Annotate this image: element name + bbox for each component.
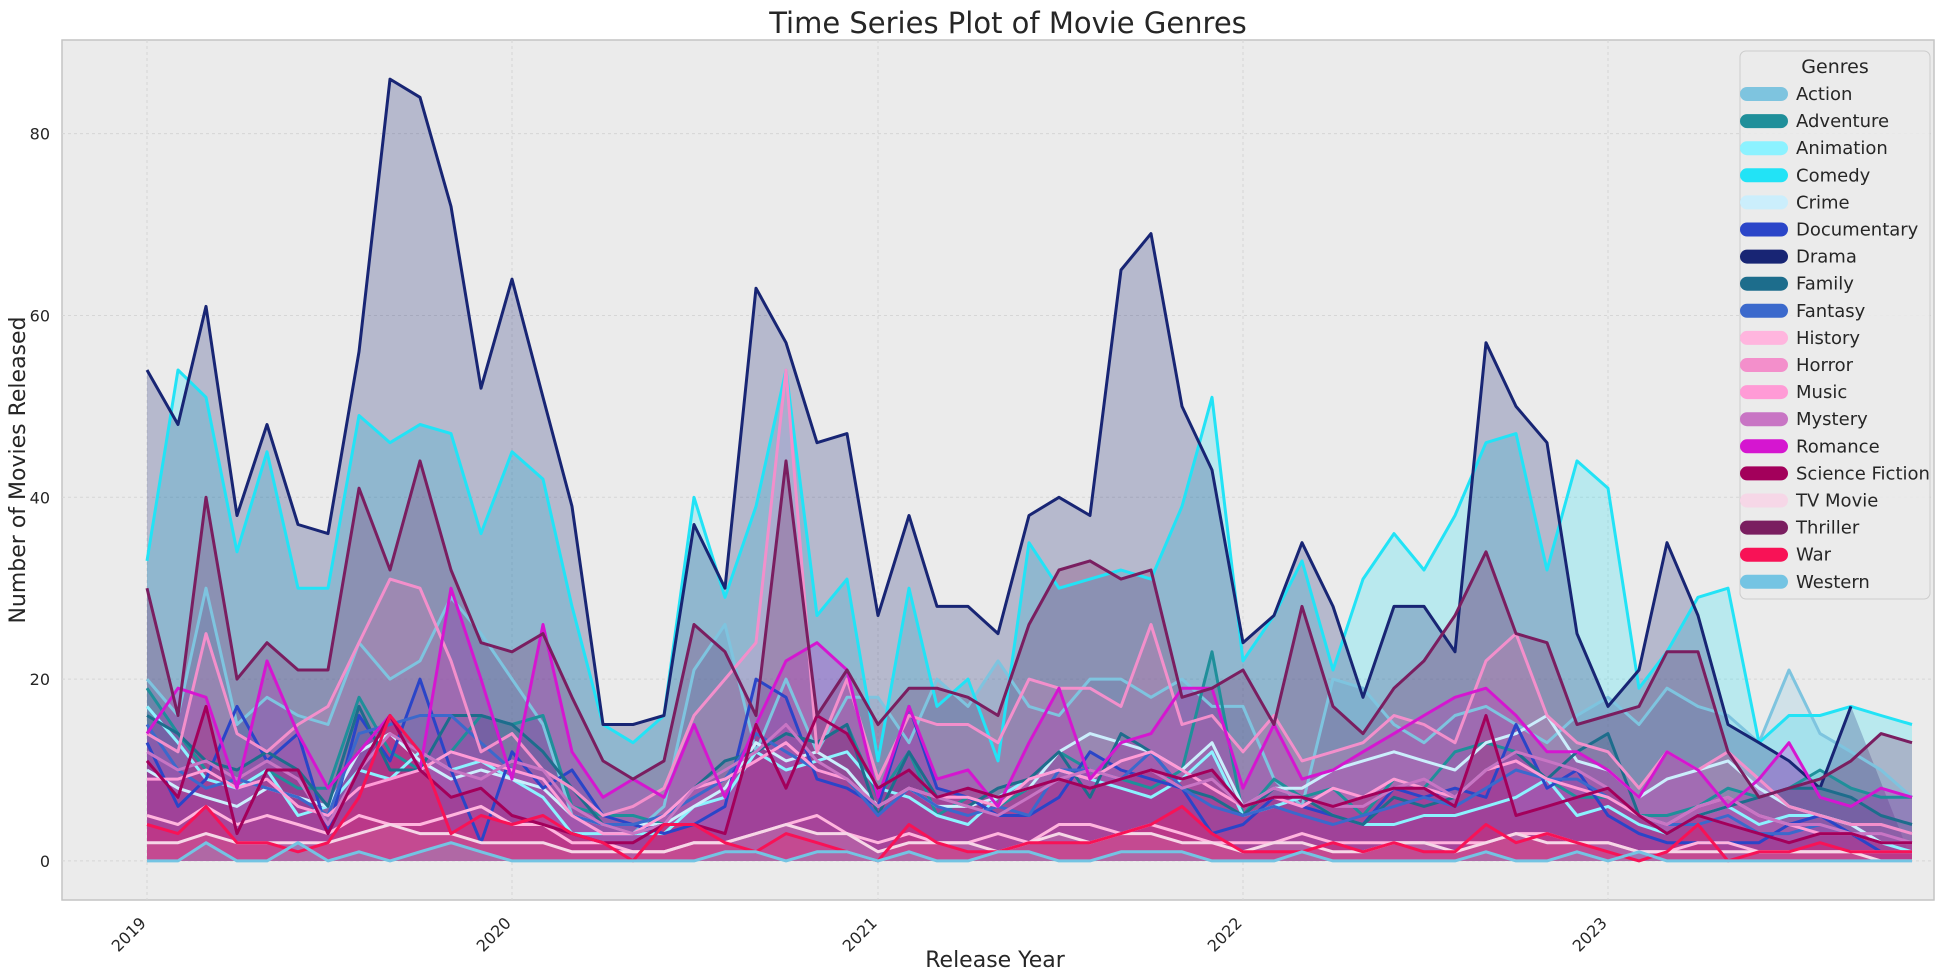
legend-swatch: [1740, 195, 1788, 210]
legend-title: Genres: [1801, 56, 1868, 78]
legend-label: War: [1796, 545, 1832, 566]
legend-swatch: [1740, 249, 1788, 264]
legend-swatch: [1740, 466, 1788, 481]
legend-item-fantasy: Fantasy: [1740, 301, 1866, 322]
legend-item-mystery: Mystery: [1740, 409, 1868, 430]
legend-label: Mystery: [1796, 409, 1868, 430]
x-tick-label: 2022: [1204, 913, 1246, 955]
legend-label: History: [1796, 328, 1860, 349]
line-war: [146, 714, 1912, 863]
x-tick-label: 2021: [839, 913, 881, 955]
y-tick-label: 40: [30, 488, 50, 507]
legend-item-crime: Crime: [1740, 192, 1850, 213]
line-horror: [146, 368, 1913, 836]
y-tick-label: 0: [40, 852, 50, 871]
legend-item-animation: Animation: [1740, 138, 1888, 159]
area-science-fiction: [147, 706, 1912, 861]
legend-swatch: [1740, 330, 1788, 345]
legend-item-romance: Romance: [1740, 436, 1880, 457]
line-action: [145, 586, 1913, 836]
legend-swatch: [1740, 574, 1788, 589]
legend-swatch: [1740, 493, 1788, 508]
legend-label: Fantasy: [1796, 301, 1866, 322]
line-music: [147, 741, 1912, 845]
legend-label: Music: [1796, 382, 1847, 403]
legend-item-drama: Drama: [1740, 247, 1857, 268]
legend-label: Western: [1796, 572, 1870, 593]
legend-swatch: [1740, 276, 1788, 291]
legend-label: Family: [1796, 274, 1854, 295]
x-axis-label: Release Year: [925, 948, 1065, 973]
line-western: [147, 841, 1912, 863]
legend-item-documentary: Documentary: [1740, 220, 1919, 241]
series-lines: [145, 77, 1913, 863]
legend-swatch: [1740, 412, 1788, 427]
legend-label: Action: [1796, 84, 1852, 105]
y-tick-label: 80: [30, 125, 50, 144]
y-tick-label: 60: [30, 306, 50, 325]
legend-item-comedy: Comedy: [1740, 165, 1871, 186]
area-war: [147, 715, 1912, 861]
legend-swatch: [1740, 385, 1788, 400]
y-tick-label: 20: [30, 670, 50, 689]
legend-label: Adventure: [1796, 111, 1889, 132]
chart-title: Time Series Plot of Movie Genres: [768, 6, 1247, 40]
y-axis-ticks: 0 20 40 60 80: [30, 125, 50, 871]
line-romance: [145, 586, 1913, 808]
legend-item-music: Music: [1740, 382, 1847, 403]
area-horror: [147, 370, 1912, 861]
legend-label: Romance: [1796, 436, 1880, 457]
legend-label: Science Fiction: [1796, 463, 1930, 484]
legend-label: Thriller: [1795, 518, 1860, 539]
legend-item-tv-movie: TV Movie: [1740, 491, 1878, 512]
line-thriller: [145, 459, 1913, 799]
line-drama: [145, 77, 1853, 790]
area-mystery: [147, 724, 1912, 861]
legend-item-science-fiction: Science Fiction: [1740, 463, 1930, 484]
legend-swatch: [1740, 168, 1788, 183]
legend-swatch: [1740, 141, 1788, 156]
x-tick-label: 2020: [473, 913, 515, 955]
line-science-fiction: [145, 704, 1912, 845]
legend-label: TV Movie: [1795, 491, 1878, 512]
area-music: [147, 742, 1912, 861]
legend-swatch: [1740, 114, 1788, 129]
legend-swatch: [1740, 87, 1788, 101]
area-family: [147, 706, 1912, 861]
area-adventure: [147, 651, 1912, 861]
legend-label: Documentary: [1796, 220, 1919, 241]
legend-swatch: [1740, 547, 1788, 562]
legend-item-western: Western: [1740, 572, 1870, 593]
legend-item-horror: Horror: [1740, 355, 1854, 376]
legend-swatch: [1740, 222, 1788, 237]
legend-items: Action Adventure Animation Comedy Crime Docum…: [1740, 84, 1930, 593]
x-tick-label: 2023: [1569, 913, 1611, 955]
legend-label: Comedy: [1796, 165, 1871, 186]
legend-item-history: History: [1740, 328, 1860, 349]
legend-item-thriller: Thriller: [1740, 518, 1860, 539]
legend-swatch: [1740, 303, 1788, 318]
y-axis-label: Number of Movies Released: [6, 316, 31, 623]
legend-item-action: Action: [1740, 84, 1852, 105]
legend-swatch: [1740, 358, 1788, 372]
line-comedy: [145, 368, 1913, 763]
legend-label: Animation: [1796, 138, 1888, 159]
legend-label: Horror: [1796, 355, 1854, 376]
legend-label: Crime: [1796, 192, 1850, 213]
area-animation: [147, 706, 1912, 861]
legend: Genres Action Adventure Animation Comedy Cri…: [1739, 50, 1931, 600]
x-tick-label: 2019: [108, 913, 150, 955]
x-axis-ticks: 2019 2020 2021 2022 2023: [108, 913, 1611, 955]
legend-label: Drama: [1796, 247, 1857, 268]
legend-box: [1739, 50, 1931, 600]
legend-item-family: Family: [1740, 274, 1854, 295]
legend-item-war: War: [1740, 545, 1832, 566]
legend-item-adventure: Adventure: [1740, 111, 1889, 132]
legend-swatch: [1740, 439, 1788, 454]
legend-swatch: [1740, 520, 1788, 535]
